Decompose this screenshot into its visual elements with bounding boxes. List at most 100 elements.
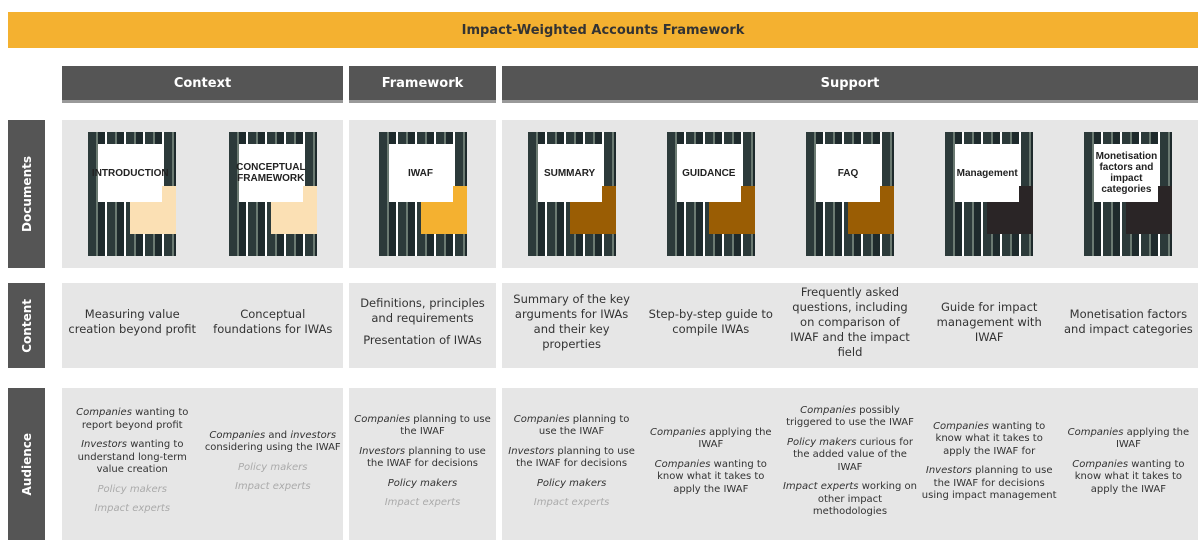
document-title: Management <box>955 144 1020 202</box>
content-cell: Guide for impact management with IWAF <box>924 283 1055 368</box>
content-text: Summary of the key arguments for IWAs an… <box>513 292 630 351</box>
row-label: Content <box>8 283 45 368</box>
audience-text: planning to use the IWAF <box>538 413 630 438</box>
audience-group: Policy makers <box>387 477 458 489</box>
content-cell: Monetisation factors and impact categori… <box>1063 283 1194 368</box>
audience-group: Investors <box>508 445 555 457</box>
audience-group: Companies <box>654 458 711 470</box>
audience-cell: Companies wanting to know what it takes … <box>922 390 1057 540</box>
audience-cell: Companies and investors considering usin… <box>205 390 342 540</box>
audience-item: Companies wanting to report beyond profi… <box>64 407 201 432</box>
content-text: Definitions, principles and requirements <box>360 296 485 325</box>
row-label: Documents <box>8 120 45 268</box>
content-cell: Conceptual foundations for IWAs <box>207 283 340 368</box>
audience-group: Companies <box>933 420 989 432</box>
audience-group: Companies <box>800 404 856 416</box>
audience-group: Companies <box>1072 458 1129 470</box>
audience-text: wanting to know what it takes to apply t… <box>1074 458 1185 495</box>
audience-group: Policy makers <box>787 436 857 448</box>
row-label-text: Documents <box>19 156 34 232</box>
content-text: Frequently asked questions, including on… <box>790 284 910 359</box>
row-label: Audience <box>8 388 45 540</box>
panel <box>62 283 343 368</box>
audience-item: Companies wanting to know what it takes … <box>643 459 778 497</box>
audience-group: investors <box>290 429 337 441</box>
content-text: Measuring value creation beyond profit <box>68 307 197 336</box>
audience-text: wanting to understand long-term value cr… <box>77 439 187 476</box>
document-title: IWAF <box>388 144 453 202</box>
audience-item: Investors planning to use the IWAF for d… <box>351 446 494 471</box>
audience-text: applying the IWAF <box>1115 426 1190 451</box>
audience-text: planning to use the IWAF for decisions <box>516 445 635 470</box>
audience-group: Companies <box>650 426 706 438</box>
audience-item: Policy makers <box>537 478 606 491</box>
content-text: Step-by-step guide to compile IWAs <box>648 307 773 336</box>
audience-item: Impact experts working on other impact m… <box>782 481 917 519</box>
document-cover: INTRODUCTION <box>88 132 177 256</box>
section-header: Support <box>502 66 1198 103</box>
audience-item: Impact experts <box>94 503 170 516</box>
panel <box>349 283 496 368</box>
panel <box>502 283 1198 368</box>
audience-text: curious for the added value of the IWAF <box>793 436 913 473</box>
audience-group: Policy makers <box>536 477 607 489</box>
document-title: Monetisation factors and impact categori… <box>1094 144 1159 202</box>
audience-group: Impact experts <box>234 481 311 492</box>
document-cover: CONCEPTUAL FRAMEWORK <box>228 132 317 256</box>
document-title: SUMMARY <box>537 144 602 202</box>
row-label-text: Audience <box>19 432 34 496</box>
audience-item: Policy makers <box>98 484 167 497</box>
audience-text: wanting to know what it takes to apply t… <box>657 458 767 495</box>
audience-text: wanting to know what it takes to apply t… <box>935 420 1046 457</box>
content-cell: Measuring value creation beyond profit <box>66 283 199 368</box>
content-text: Guide for impact management with IWAF <box>936 299 1042 344</box>
content-cell: Summary of the key arguments for IWAs an… <box>506 283 637 368</box>
audience-item: Investors planning to use the IWAF for d… <box>504 446 639 471</box>
document-cover: FAQ <box>806 132 894 256</box>
audience-group: Investors <box>81 439 127 451</box>
document-title: GUIDANCE <box>676 144 741 202</box>
audience-cell: Companies planning to use the IWAF Invest… <box>351 390 494 540</box>
audience-group: Companies <box>1067 426 1124 438</box>
audience-group: Investors <box>925 465 972 476</box>
audience-item: Companies planning to use the IWAF <box>504 414 639 439</box>
audience-item: Companies applying the IWAF <box>1061 427 1196 452</box>
audience-group: Companies <box>354 413 411 425</box>
document-cover: Management <box>945 132 1034 256</box>
content-cell: Definitions, principles and requirements… <box>353 283 492 368</box>
audience-group: Policy makers <box>97 483 167 495</box>
audience-item: Impact experts <box>534 497 610 510</box>
document-cover: SUMMARY <box>527 132 616 256</box>
audience-cell: Companies applying the IWAF Companies wan… <box>1061 390 1196 540</box>
audience-text: wanting to report beyond profit <box>81 407 189 431</box>
audience-group: Investors <box>359 445 406 457</box>
audience-group: Companies <box>76 407 132 419</box>
content-text: Presentation of IWAs <box>363 333 482 347</box>
audience-group: Impact experts <box>533 497 610 508</box>
row-label-text: Content <box>19 298 34 353</box>
document-cover: IWAF <box>378 132 467 256</box>
audience-group: Impact experts <box>94 503 171 515</box>
audience-cell: Companies planning to use the IWAF Invest… <box>504 390 639 540</box>
section-header: Framework <box>349 66 496 103</box>
panel <box>349 388 496 540</box>
banner-title: Impact-Weighted Accounts Framework <box>8 12 1198 48</box>
document-cover: GUIDANCE <box>666 132 755 256</box>
audience-text: planning to use the IWAF for decisions u… <box>921 465 1057 501</box>
audience-group: Policy makers <box>238 461 308 473</box>
section-header: Context <box>62 66 343 103</box>
audience-item: Companies possibly triggered to use the … <box>782 405 917 430</box>
content-cell: Step-by-step guide to compile IWAs <box>645 283 776 368</box>
audience-group: Companies <box>209 429 266 441</box>
content-text: Conceptual foundations for IWAs <box>213 307 333 336</box>
audience-item: Companies applying the IWAF <box>643 427 778 452</box>
audience-text: planning to use the IWAF for decisions <box>366 445 486 470</box>
audience-item: Policy makers <box>388 478 457 491</box>
audience-item: Investors wanting to understand long-ter… <box>64 439 201 477</box>
document-title: INTRODUCTION <box>92 144 169 202</box>
audience-cell: Companies applying the IWAF Companies wan… <box>643 390 778 540</box>
audience-text: applying the IWAF <box>698 426 772 451</box>
audience-item: Companies wanting to know what it takes … <box>922 421 1057 459</box>
audience-text: considering using the IWAF <box>204 442 341 453</box>
